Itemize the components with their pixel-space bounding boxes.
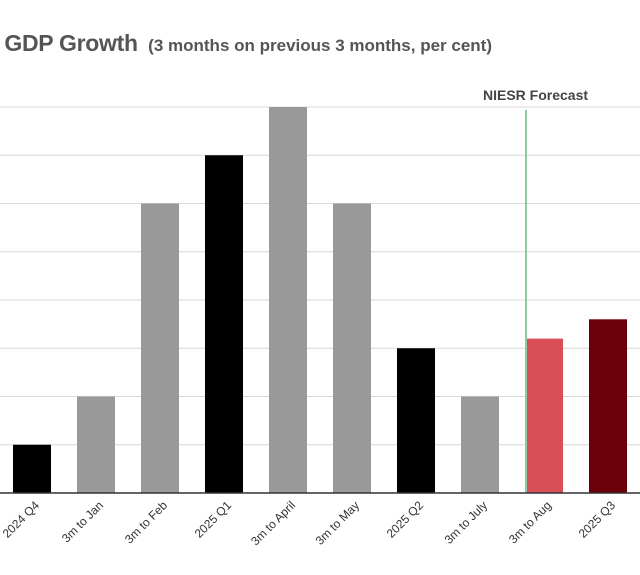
bar-3m-to-jan — [77, 396, 115, 493]
bar-2025-q2 — [397, 348, 435, 493]
x-tick-label: 3m to July — [442, 498, 491, 547]
bar-2025-q1 — [205, 155, 243, 493]
bar-3m-to-july — [461, 396, 499, 493]
chart-subtitle: (3 months on previous 3 months, per cent… — [148, 36, 492, 55]
x-tick-label: 2025 Q3 — [576, 498, 619, 541]
x-tick-label: 2025 Q1 — [192, 498, 235, 541]
x-tick-label: 2024 Q4 — [0, 498, 42, 541]
x-tick-label: 2025 Q2 — [384, 498, 427, 541]
bar-2025-q3 — [589, 319, 627, 493]
chart-title: K GDP Growth — [0, 30, 138, 56]
x-tick-label: 3m to Jan — [59, 498, 106, 545]
chart-title-row: K GDP Growth (3 months on previous 3 mon… — [0, 30, 492, 57]
bar-3m-to-april — [269, 107, 307, 493]
bar-2024-q4 — [13, 444, 51, 493]
x-tick-label: 3m to April — [248, 498, 298, 548]
bar-3m-to-feb — [141, 203, 179, 493]
bar-3m-to-aug — [525, 338, 563, 493]
x-tick-label: 3m to May — [313, 498, 363, 548]
x-tick-label: 3m to Aug — [506, 498, 554, 546]
forecast-label: NIESR Forecast — [483, 87, 588, 103]
bar-3m-to-may — [333, 203, 371, 493]
x-tick-label: 3m to Feb — [122, 498, 170, 546]
